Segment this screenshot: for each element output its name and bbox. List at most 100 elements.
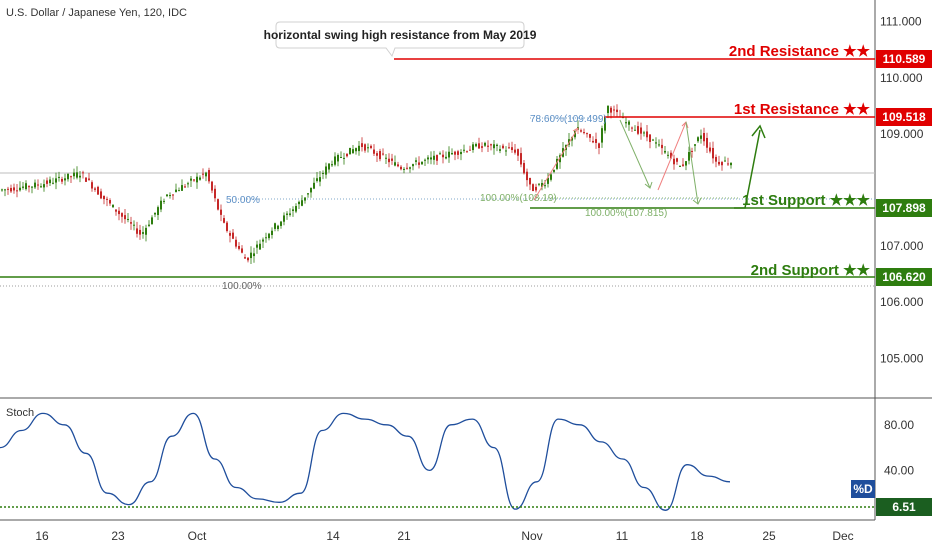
candle-body (424, 159, 426, 161)
candle-body (295, 206, 297, 212)
candle-body (388, 158, 390, 163)
candle-body (628, 121, 630, 125)
candle-body (502, 145, 504, 149)
candle-body (13, 187, 15, 191)
candle-body (697, 137, 699, 142)
candle-body (343, 157, 345, 159)
candle-body (463, 149, 465, 151)
candle-body (193, 179, 195, 181)
candle-body (241, 248, 243, 253)
candle-body (640, 127, 642, 134)
candle-body (133, 224, 135, 226)
candle-body (121, 213, 123, 217)
candlestick-series (1, 104, 732, 264)
candle-body (337, 154, 339, 162)
candle-body (589, 134, 591, 138)
candle-body (139, 229, 141, 235)
candle-body (394, 162, 396, 166)
candle-body (700, 135, 702, 139)
fib-100-bottom-label: 100.00% (222, 281, 262, 292)
candle-body (91, 182, 93, 189)
candle-body (397, 164, 399, 167)
x-tick-label: 25 (762, 529, 776, 543)
candle-body (724, 160, 726, 162)
candle-body (316, 178, 318, 182)
candle-body (259, 243, 261, 250)
candle-body (505, 150, 507, 152)
candle-body (421, 161, 423, 165)
candle-body (298, 201, 300, 205)
candle-body (331, 164, 333, 166)
candle-body (250, 252, 252, 259)
candle-body (88, 178, 90, 180)
candle-body (16, 190, 18, 192)
candle-body (715, 156, 717, 162)
svg-text:107.898: 107.898 (882, 201, 926, 215)
candle-body (118, 210, 120, 215)
svg-text:109.518: 109.518 (882, 110, 926, 124)
candle-body (22, 186, 24, 188)
candle-body (676, 158, 678, 162)
candle-body (451, 152, 453, 155)
candle-body (718, 161, 720, 165)
candle-body (538, 183, 540, 185)
projection-arrow (734, 124, 766, 209)
candle-body (586, 133, 588, 135)
candle-body (373, 149, 375, 154)
candle-body (190, 178, 192, 181)
fib-78-label: 78.60%(109.499) (530, 114, 607, 125)
candle-body (130, 222, 132, 224)
candle-body (529, 177, 531, 185)
candle-body (523, 162, 525, 174)
candle-body (655, 142, 657, 144)
candle-body (730, 163, 732, 166)
candle-body (727, 163, 729, 165)
candle-body (217, 199, 219, 210)
candle-body (37, 184, 39, 186)
candle-body (328, 163, 330, 170)
candle-body (583, 132, 585, 134)
candle-body (238, 246, 240, 249)
candle-body (181, 185, 183, 191)
candle-body (646, 131, 648, 138)
candle-body (67, 173, 69, 180)
support-1-badge: 107.898 (876, 199, 932, 217)
candle-body (448, 151, 450, 158)
svg-text:110.589: 110.589 (883, 52, 926, 66)
candle-body (7, 188, 9, 190)
candle-body (106, 198, 108, 200)
candle-body (466, 151, 468, 153)
candle-body (610, 107, 612, 113)
candle-body (439, 153, 441, 155)
fib-100-left-label: 100.00%(108.19) (480, 193, 557, 204)
candle-body (670, 152, 672, 159)
candle-body (508, 147, 510, 149)
annotation-callout[interactable]: horizontal swing high resistance from Ma… (264, 21, 537, 58)
candle-body (430, 157, 432, 160)
candle-body (493, 144, 495, 149)
candle-body (667, 154, 669, 156)
candle-body (358, 145, 360, 152)
x-tick-label: Nov (521, 529, 542, 543)
candle-body (166, 194, 168, 197)
candle-body (688, 152, 690, 161)
candle-body (145, 227, 147, 235)
candle-body (253, 253, 255, 257)
stoch-series (0, 412, 731, 511)
candle-body (673, 158, 675, 165)
candle-body (175, 189, 177, 192)
candle-body (376, 153, 378, 156)
candle-body (199, 177, 201, 180)
x-tick-label: 11 (616, 529, 629, 543)
candle-body (313, 182, 315, 189)
candle-body (346, 153, 348, 157)
candle-body (481, 146, 483, 148)
candle-body (379, 151, 381, 160)
candle-body (319, 177, 321, 182)
candle-body (547, 177, 549, 184)
candle-body (34, 182, 36, 188)
y-tick-label: 107.000 (880, 239, 924, 253)
candle-body (382, 153, 384, 155)
stoch-tick-label: 80.00 (884, 418, 914, 432)
